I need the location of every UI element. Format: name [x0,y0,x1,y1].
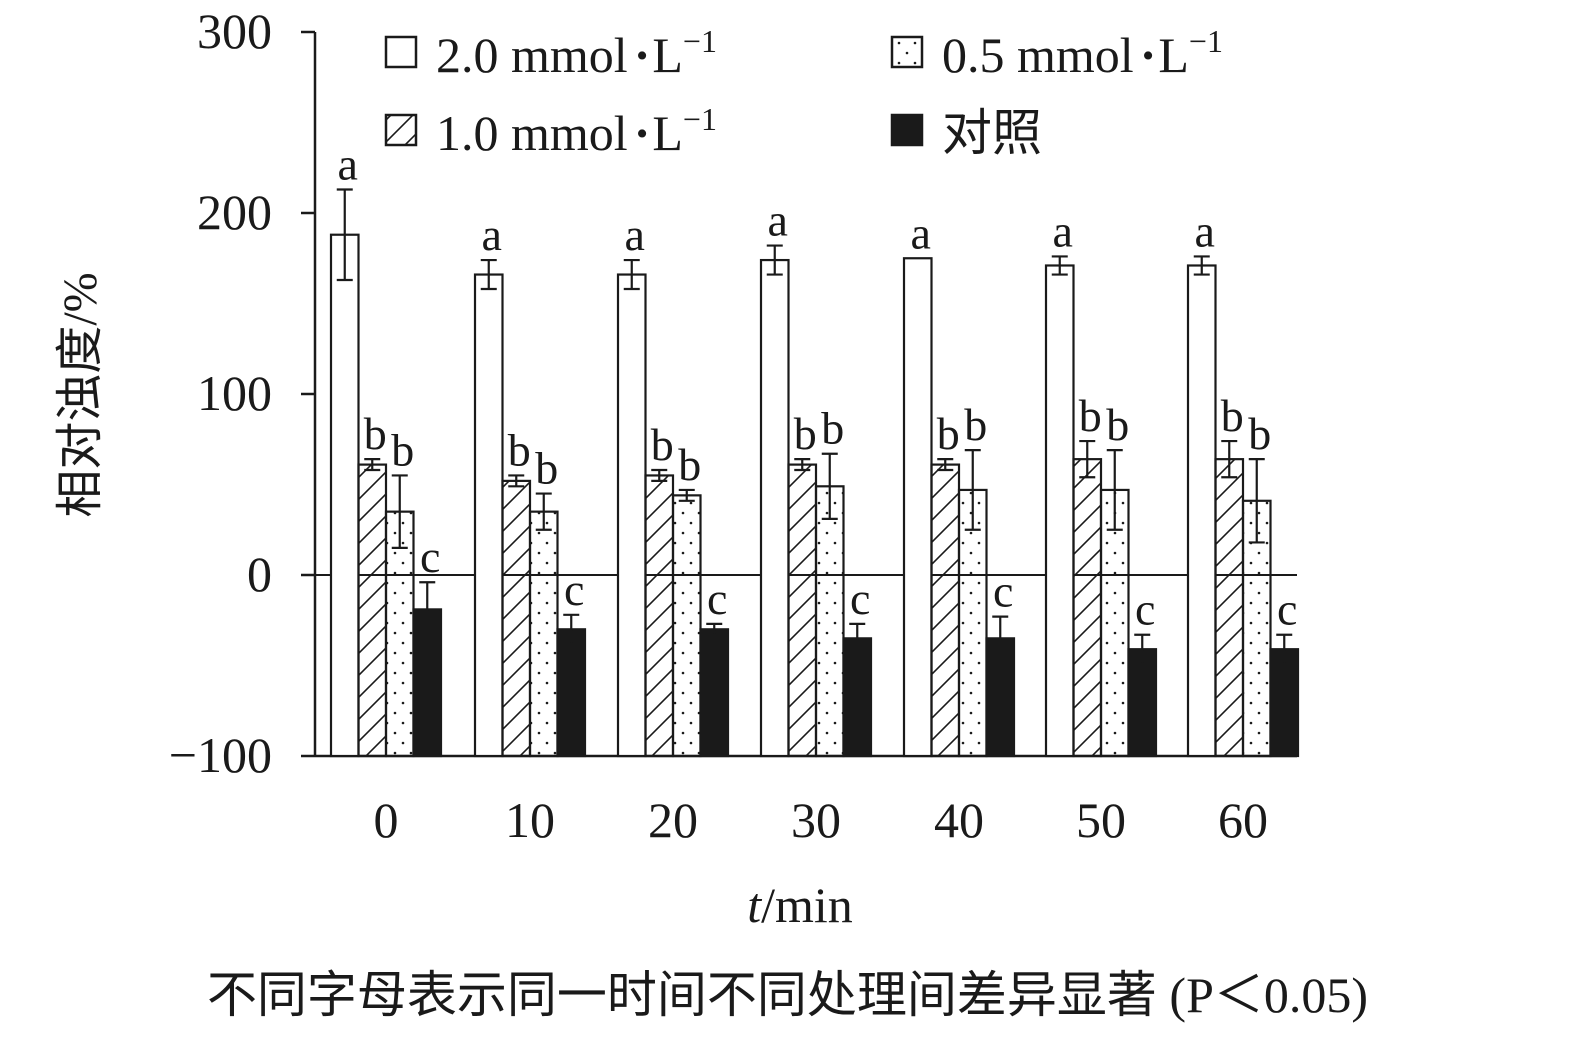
legend: 2.0 mmol ·L−1 1.0 mmol ·L−1 0.5 mmol ·L−1 对照 [384,23,1223,161]
significance-letter: a [911,207,931,258]
bar [1044,264,1075,758]
significance-letter: b [964,399,987,450]
significance-letter: a [768,195,788,246]
bar [814,485,845,758]
legend-label: 1.0 mmol ·L−1 [436,101,717,161]
bar [842,637,873,758]
significance-letter: a [1195,205,1215,256]
bar [644,474,675,758]
bar [473,273,504,758]
significance-letter: c [420,531,440,582]
significance-letter: b [535,443,558,494]
bar [1099,488,1130,758]
bar [902,257,933,758]
bar [671,494,702,758]
bar [501,479,532,758]
y-axis-label: 相对浊度/% [54,272,107,517]
significance-letter: b [508,424,531,475]
significance-letter: c [1277,584,1297,635]
significance-letter: a [1053,205,1073,256]
y-tick-label: −100 [169,727,272,783]
legend-swatch [890,113,924,147]
legend-swatch [384,113,418,147]
x-tick-label: 30 [791,792,841,848]
legend-swatch [384,35,418,69]
x-tick-label: 50 [1076,792,1126,848]
x-tick-label: 10 [505,792,555,848]
y-tick-label: 200 [197,184,272,240]
significance-letter: b [1221,390,1244,441]
significance-letter: b [678,439,701,490]
bar [1214,458,1245,758]
bar [957,488,988,758]
x-tick-label: 20 [648,792,698,848]
legend-label: 2.0 mmol ·L−1 [436,23,717,83]
significance-letter: c [850,573,870,624]
significance-letter: b [937,408,960,459]
significance-letter: a [482,209,502,260]
significance-letter: b [651,419,674,470]
x-tick-label: 0 [374,792,399,848]
significance-letter: b [391,424,414,475]
bar [787,463,818,758]
significance-letter: c [1135,584,1155,635]
figure-caption: 不同字母表示同一时间不同处理间差异显著 (P＜0.05) [206,967,1369,1023]
bar [357,463,388,758]
x-axis-label-variable: t [747,877,762,933]
axes: −100 0 100 200 300 [169,3,1297,783]
x-tick-label: 40 [934,792,984,848]
significance-letter: c [707,573,727,624]
significance-letter: b [794,408,817,459]
significance-letter: b [821,403,844,454]
bar [699,628,730,758]
x-axis-label: t/min [747,877,853,933]
legend-label: 对照 [942,105,1042,161]
bar [1072,458,1103,758]
significance-letter: a [625,209,645,260]
bar [616,273,647,758]
x-axis-label-unit: /min [761,877,853,933]
bar [1269,648,1300,758]
significance-letter: b [1248,408,1271,459]
legend-swatch [890,35,924,69]
y-tick-label: 100 [197,365,272,421]
y-tick-label: 0 [247,546,272,602]
x-tick-label: 60 [1218,792,1268,848]
bar [556,628,587,758]
bar [528,510,559,758]
significance-letter: c [993,566,1013,617]
bar [759,258,790,758]
significance-letter: a [338,138,358,189]
significance-letter: b [364,408,387,459]
significance-letter: b [1106,399,1129,450]
bar [329,233,360,758]
legend-label: 0.5 mmol ·L−1 [942,23,1223,83]
y-tick-label: 300 [197,3,272,59]
bar [1186,264,1217,758]
bar [930,463,961,758]
bar [1127,648,1158,758]
significance-letter: b [1079,390,1102,441]
significance-letter: c [564,564,584,615]
